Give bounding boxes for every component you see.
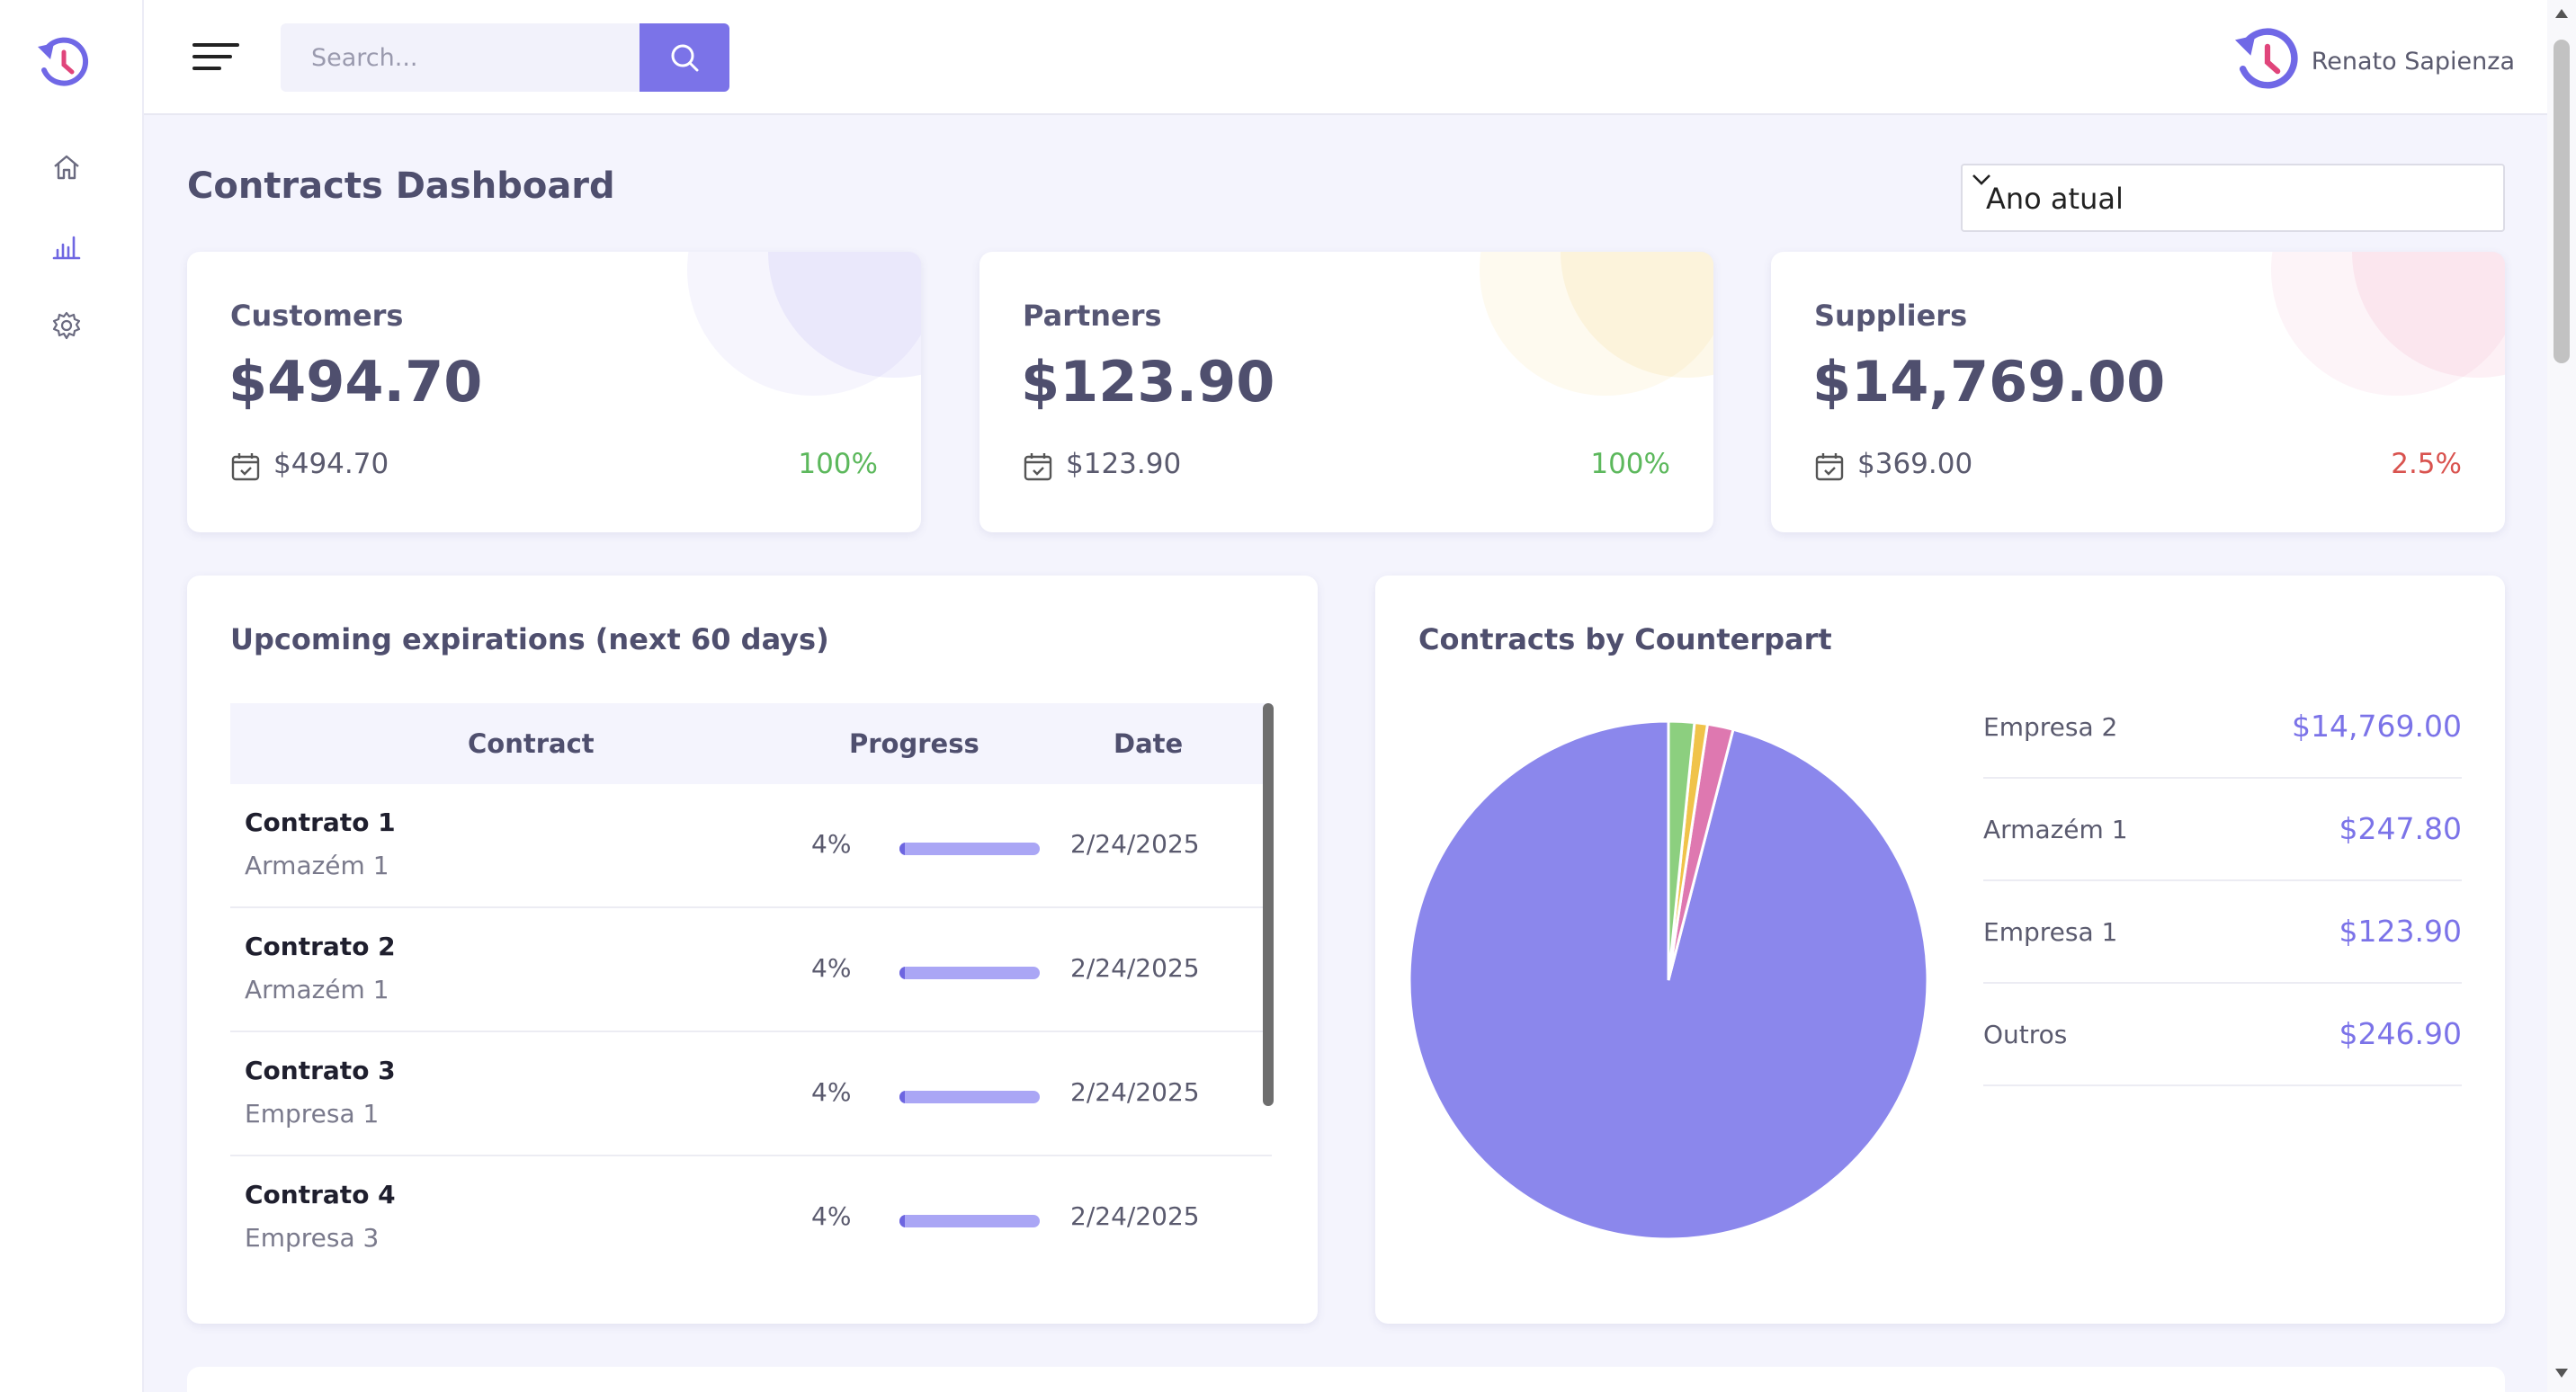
period-select-value: Ano atual: [1986, 182, 2124, 216]
contract-counterpart: Armazém 1: [245, 975, 389, 1004]
progress-bar-fill: [899, 1091, 906, 1103]
legend-value: $247.80: [2339, 811, 2462, 846]
search-box: [281, 23, 640, 92]
logo-icon[interactable]: [34, 34, 94, 94]
decorative-circles: [1480, 252, 1713, 396]
progress-bar-fill: [899, 1215, 906, 1227]
legend-item[interactable]: Armazém 1 $247.80: [1983, 779, 2462, 881]
contract-date: 2/24/2025: [1070, 1201, 1200, 1231]
column-header-date[interactable]: Date: [1114, 728, 1184, 759]
legend-item[interactable]: Empresa 1 $123.90: [1983, 881, 2462, 984]
stat-percent: 100%: [798, 448, 878, 480]
contract-date: 2/24/2025: [1070, 829, 1200, 859]
stat-card-partners: Partners $123.90 $123.90 100%: [979, 252, 1713, 532]
user-name: Renato Sapienza: [2311, 47, 2515, 76]
progress-bar: [899, 843, 1040, 855]
pie-chart: [1408, 719, 1929, 1241]
progress-bar-fill: [899, 967, 906, 979]
legend-label: Empresa 1: [1983, 917, 2118, 947]
legend-label: Outros: [1983, 1020, 2068, 1049]
stat-sub-value: $123.90: [1066, 448, 1182, 480]
legend-item[interactable]: Outros $246.90: [1983, 984, 2462, 1086]
search-button[interactable]: [640, 23, 729, 92]
calendar-check-icon: [231, 453, 260, 481]
legend-value: $14,769.00: [2292, 709, 2462, 744]
progress-label: 4%: [811, 1201, 852, 1231]
stat-sub-value: $369.00: [1857, 448, 1973, 480]
contract-name: Contrato 1: [245, 808, 396, 837]
calendar-check-icon: [1815, 453, 1844, 481]
contract-date: 2/24/2025: [1070, 1077, 1200, 1107]
decorative-circles: [2271, 252, 2505, 396]
column-header-progress[interactable]: Progress: [849, 728, 979, 759]
search-icon: [671, 44, 699, 72]
stat-label: Partners: [1023, 299, 1162, 333]
scroll-down-arrow-icon[interactable]: [2555, 1369, 2568, 1378]
stat-label: Suppliers: [1814, 299, 1968, 333]
legend-label: Armazém 1: [1983, 815, 2128, 844]
column-header-contract[interactable]: Contract: [468, 728, 595, 759]
stat-value: $494.70: [228, 349, 483, 415]
user-menu[interactable]: Renato Sapienza: [2231, 25, 2515, 97]
expirations-panel: Upcoming expirations (next 60 days) Cont…: [187, 576, 1318, 1324]
progress-bar: [899, 967, 1040, 979]
home-icon[interactable]: [50, 151, 83, 183]
progress-bar: [899, 1091, 1040, 1103]
progress-bar: [899, 1215, 1040, 1227]
period-select[interactable]: Ano atual: [1961, 164, 2505, 232]
progress-label: 4%: [811, 953, 852, 983]
table-row[interactable]: Contrato 1 Armazém 1 4% 2/24/2025: [230, 784, 1272, 908]
avatar-logo-icon: [2234, 28, 2298, 89]
counterpart-panel: Contracts by Counterpart Empresa 2 $14,7…: [1375, 576, 2505, 1324]
table-row[interactable]: Contrato 2 Armazém 1 4% 2/24/2025: [230, 908, 1272, 1032]
page-scrollbar[interactable]: [2547, 0, 2576, 1392]
progress-label: 4%: [811, 829, 852, 859]
scroll-up-arrow-icon[interactable]: [2555, 9, 2568, 18]
table-scrollbar[interactable]: [1263, 703, 1274, 1106]
stat-percent: 2.5%: [2391, 448, 2462, 480]
chevron-down-icon: [1972, 174, 1990, 185]
sidebar: [0, 0, 144, 1392]
progress-bar-fill: [899, 843, 906, 855]
table-row[interactable]: Contrato 3 Empresa 1 4% 2/24/2025: [230, 1032, 1272, 1156]
contract-counterpart: Empresa 1: [245, 1099, 380, 1129]
contract-name: Contrato 4: [245, 1180, 396, 1209]
legend-value: $246.90: [2339, 1016, 2462, 1051]
expirations-table: Contract Progress Date Contrato 1 Armazé…: [230, 703, 1272, 1280]
topbar: Renato Sapienza: [144, 0, 2547, 115]
bottom-panel: [187, 1367, 2505, 1392]
decorative-circles: [687, 252, 921, 396]
search-input[interactable]: [281, 23, 640, 92]
stat-label: Customers: [230, 299, 404, 333]
legend-value: $123.90: [2339, 914, 2462, 949]
scroll-thumb[interactable]: [2554, 40, 2570, 363]
chart-icon[interactable]: [50, 230, 83, 263]
contract-name: Contrato 3: [245, 1056, 396, 1085]
contract-name: Contrato 2: [245, 932, 396, 961]
calendar-check-icon: [1024, 453, 1052, 481]
settings-gear-icon[interactable]: [50, 309, 83, 342]
panel-title: Contracts by Counterpart: [1418, 622, 1832, 656]
contract-date: 2/24/2025: [1070, 953, 1200, 983]
contract-counterpart: Armazém 1: [245, 851, 389, 880]
stat-card-suppliers: Suppliers $14,769.00 $369.00 2.5%: [1771, 252, 2505, 532]
stat-value: $123.90: [1021, 349, 1275, 415]
pie-slice-outros[interactable]: [1667, 719, 1696, 981]
stat-value: $14,769.00: [1812, 349, 2166, 415]
page-title: Contracts Dashboard: [187, 165, 615, 207]
progress-label: 4%: [811, 1077, 852, 1107]
menu-toggle-icon[interactable]: [192, 40, 239, 74]
panel-title: Upcoming expirations (next 60 days): [230, 622, 829, 656]
stat-percent: 100%: [1590, 448, 1670, 480]
legend-item[interactable]: Empresa 2 $14,769.00: [1983, 676, 2462, 779]
contract-counterpart: Empresa 3: [245, 1223, 380, 1253]
table-header: Contract Progress Date: [230, 703, 1272, 784]
stat-card-customers: Customers $494.70 $494.70 100%: [187, 252, 921, 532]
stat-sub-value: $494.70: [273, 448, 389, 480]
table-row[interactable]: Contrato 4 Empresa 3 4% 2/24/2025: [230, 1156, 1272, 1280]
legend-label: Empresa 2: [1983, 712, 2118, 742]
pie-legend: Empresa 2 $14,769.00 Armazém 1 $247.80 E…: [1983, 676, 2462, 1086]
